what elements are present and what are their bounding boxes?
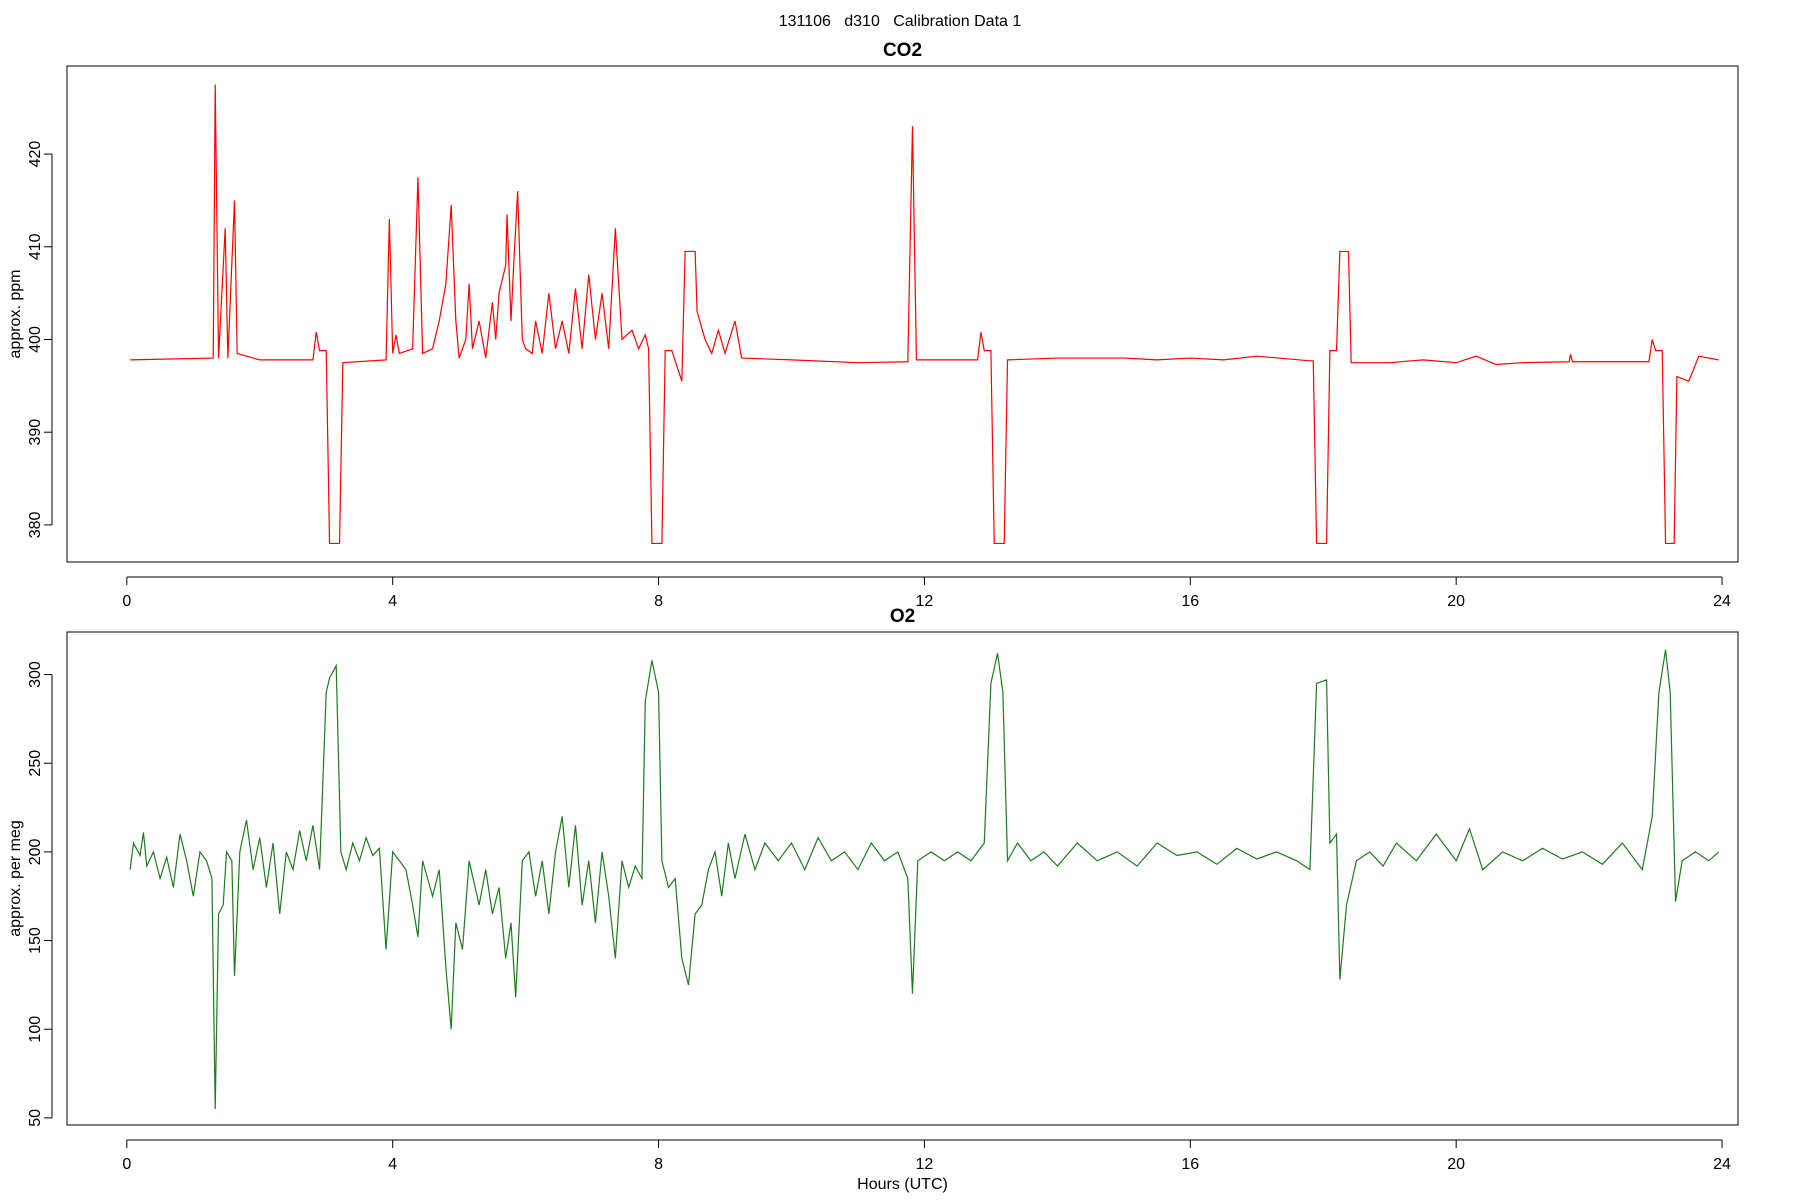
- x-tick-label: 12: [916, 593, 934, 610]
- x-tick-label: 8: [654, 1156, 663, 1173]
- y-axis-label: approx. ppm: [7, 270, 24, 359]
- x-tick-label: 20: [1447, 593, 1465, 610]
- x-tick-label: 0: [122, 593, 131, 610]
- y-tick-label: 400: [27, 326, 44, 353]
- y-tick-label: 390: [27, 419, 44, 446]
- plot-box: [66, 65, 1739, 563]
- x-tick-label: 16: [1181, 593, 1199, 610]
- x-tick-label: 12: [916, 1156, 934, 1173]
- y-tick-label: 100: [27, 1016, 44, 1043]
- panel-title: CO2: [883, 40, 922, 61]
- y-tick-label: 200: [27, 838, 44, 865]
- x-tick-label: 4: [388, 593, 397, 610]
- data-line: [130, 84, 1719, 545]
- x-axis-label: Hours (UTC): [857, 1176, 948, 1193]
- y-axis-label: approx. per meg: [7, 820, 24, 937]
- y-tick-label: 150: [27, 927, 44, 954]
- x-tick-label: 0: [122, 1156, 131, 1173]
- y-tick-label: 50: [27, 1109, 44, 1127]
- y-tick-label: 380: [27, 511, 44, 538]
- x-tick-label: 16: [1181, 1156, 1199, 1173]
- x-tick-label: 24: [1713, 1156, 1731, 1173]
- page-title: 131106 d310 Calibration Data 1: [779, 13, 1022, 30]
- y-tick-label: 420: [27, 141, 44, 168]
- plot-box: [66, 631, 1739, 1126]
- y-tick-label: 300: [27, 661, 44, 688]
- x-tick-label: 20: [1447, 1156, 1465, 1173]
- panel-title: O2: [890, 606, 915, 627]
- y-tick-label: 410: [27, 233, 44, 260]
- data-line: [129, 649, 1720, 1110]
- y-tick-label: 250: [27, 750, 44, 777]
- x-tick-label: 8: [654, 593, 663, 610]
- x-tick-label: 4: [388, 1156, 397, 1173]
- x-tick-label: 24: [1713, 593, 1731, 610]
